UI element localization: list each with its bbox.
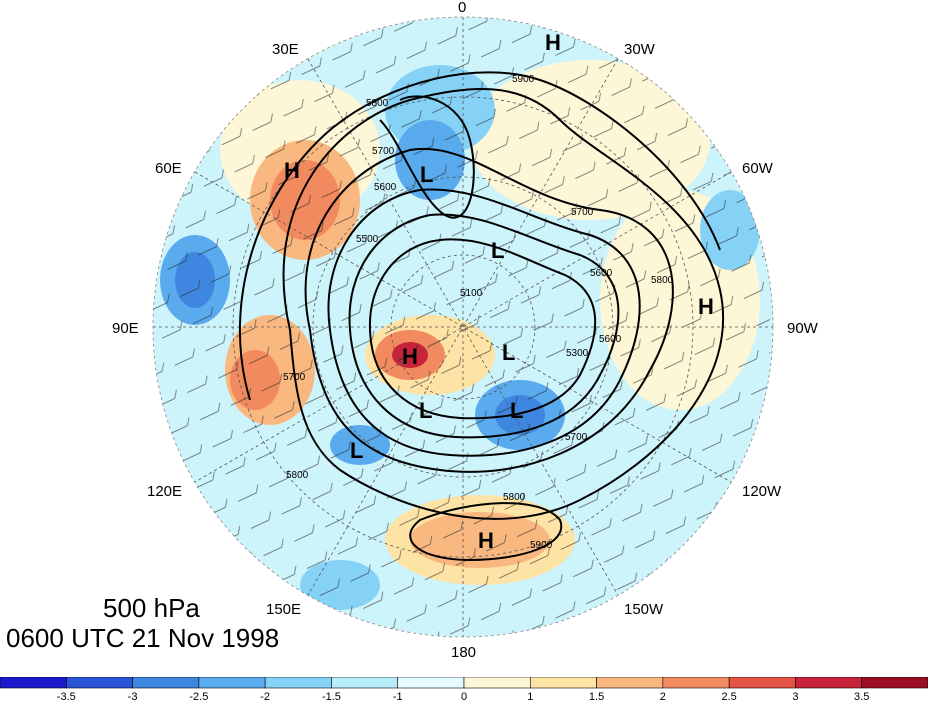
colorbar-swatch xyxy=(463,677,531,689)
svg-text:120W: 120W xyxy=(742,483,782,500)
colorbar: -3.5 -3 -2.5 -2 -1.5 -1 0 1 1.5 2 2.5 3 3.5 xyxy=(0,677,928,702)
svg-text:5700: 5700 xyxy=(372,146,395,157)
svg-text:5900: 5900 xyxy=(512,74,535,85)
colorbar-tick-label: -3.5 xyxy=(57,691,76,702)
high-center: H xyxy=(402,344,418,369)
svg-text:5700: 5700 xyxy=(283,372,306,383)
colorbar-swatch xyxy=(198,677,266,689)
svg-text:5100: 5100 xyxy=(460,288,483,299)
high-center: H xyxy=(545,30,561,55)
colorbar-tick-labels: -3.5 -3 -2.5 -2 -1.5 -1 0 1 1.5 2 2.5 3 3.5 xyxy=(57,691,870,702)
svg-text:30E: 30E xyxy=(272,41,299,58)
colorbar-swatch xyxy=(529,677,597,689)
colorbar-swatch xyxy=(795,677,863,689)
svg-text:5800: 5800 xyxy=(651,275,674,286)
svg-text:5600: 5600 xyxy=(590,268,613,279)
colorbar-tick-label: -3 xyxy=(128,691,138,702)
low-center: L xyxy=(420,162,433,187)
colorbar-swatch xyxy=(264,677,332,689)
colorbar-swatch xyxy=(397,677,465,689)
colorbar-tick-label: 1 xyxy=(527,691,533,702)
polar-stereographic-map: 5500 5600 5700 5800 5900 5600 5700 5800 … xyxy=(112,0,819,661)
low-center: L xyxy=(510,398,523,423)
high-center: H xyxy=(478,528,494,553)
svg-text:5500: 5500 xyxy=(356,234,379,245)
anomaly-shading xyxy=(153,17,773,637)
svg-text:30W: 30W xyxy=(624,41,656,58)
svg-text:0: 0 xyxy=(458,0,466,16)
svg-text:5800: 5800 xyxy=(286,470,309,481)
svg-text:150W: 150W xyxy=(624,601,664,618)
graticule xyxy=(153,17,773,637)
svg-text:90E: 90E xyxy=(112,320,139,337)
svg-text:150E: 150E xyxy=(266,601,301,618)
pressure-level-title: 500 hPa xyxy=(103,593,200,623)
svg-text:60E: 60E xyxy=(155,160,182,177)
colorbar-tick-label: -2.5 xyxy=(189,691,208,702)
svg-text:5600: 5600 xyxy=(374,182,397,193)
high-center: H xyxy=(284,158,300,183)
colorbar-tick-label: -2 xyxy=(260,691,270,702)
svg-text:5800: 5800 xyxy=(366,98,389,109)
colorbar-swatch xyxy=(596,677,664,689)
longitude-labels: 0 30W 60W 90W 120W 150W 180 150E 120E 90… xyxy=(112,0,819,661)
map-boundary xyxy=(152,16,774,638)
svg-text:5700: 5700 xyxy=(565,432,588,443)
low-center: L xyxy=(419,398,432,423)
colorbar-tick-label: 3.5 xyxy=(854,691,869,702)
contour-labels: 5500 5600 5700 5800 5900 5600 5700 5800 … xyxy=(283,74,674,551)
low-center: L xyxy=(502,340,515,365)
colorbar-tick-label: 2 xyxy=(660,691,666,702)
colorbar-tick-label: 1.5 xyxy=(589,691,604,702)
svg-text:180: 180 xyxy=(451,644,476,661)
svg-text:60W: 60W xyxy=(742,160,774,177)
colorbar-tick-label: 2.5 xyxy=(721,691,736,702)
colorbar-swatch xyxy=(0,677,67,689)
colorbar-tick-label: 3 xyxy=(792,691,798,702)
colorbar-swatch xyxy=(132,677,200,689)
svg-text:90W: 90W xyxy=(787,320,819,337)
valid-time-title: 0600 UTC 21 Nov 1998 xyxy=(6,623,280,653)
colorbar-swatch xyxy=(728,677,796,689)
height-contours xyxy=(238,71,725,562)
high-center: H xyxy=(698,294,714,319)
low-center: L xyxy=(350,438,363,463)
colorbar-swatch xyxy=(861,677,928,689)
colorbar-tick-label: -1.5 xyxy=(322,691,341,702)
svg-text:5300: 5300 xyxy=(566,348,589,359)
svg-text:5600: 5600 xyxy=(599,334,622,345)
svg-text:5800: 5800 xyxy=(503,492,526,503)
colorbar-tick-label: -1 xyxy=(393,691,403,702)
svg-text:5900: 5900 xyxy=(530,540,553,551)
svg-text:5700: 5700 xyxy=(571,207,594,218)
low-center: L xyxy=(491,238,504,263)
colorbar-swatches xyxy=(0,677,928,689)
pressure-centers: H H H H H L L L L L L xyxy=(284,30,714,553)
colorbar-tick-label: 0 xyxy=(461,691,467,702)
colorbar-swatch xyxy=(331,677,399,689)
colorbar-swatch xyxy=(662,677,730,689)
colorbar-swatch xyxy=(65,677,133,689)
svg-text:120E: 120E xyxy=(147,483,182,500)
